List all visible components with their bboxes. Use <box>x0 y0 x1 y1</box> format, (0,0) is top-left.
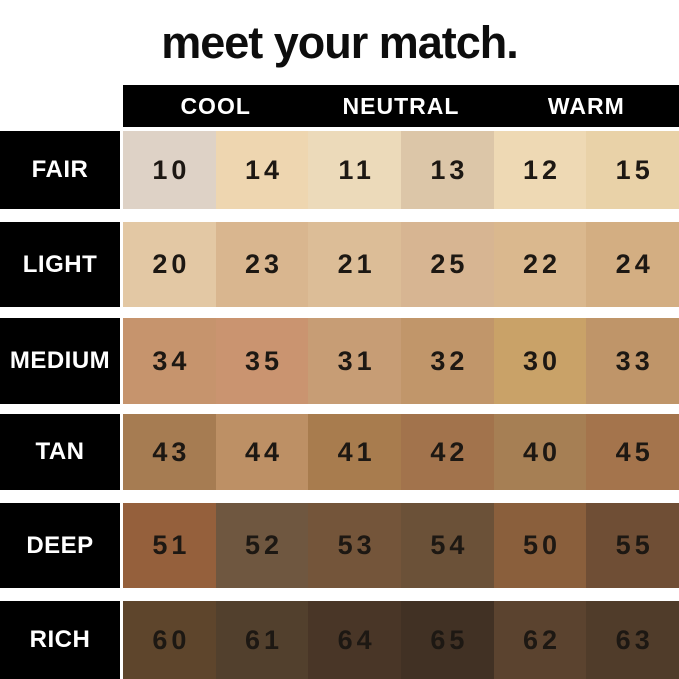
page-title: meet your match. <box>161 16 519 68</box>
header-neutral: NEUTRAL <box>342 92 460 119</box>
shade-swatch-32: 32 <box>401 318 494 404</box>
shade-swatch-45: 45 <box>586 414 679 490</box>
shade-row-light: LIGHT 20 23 21 25 22 24 <box>0 222 679 307</box>
shade-swatch-51: 51 <box>123 503 216 588</box>
shade-swatch-42: 42 <box>401 414 494 490</box>
shade-swatch-33: 33 <box>586 318 679 404</box>
shade-swatch-15: 15 <box>586 131 679 209</box>
shade-swatch-34: 34 <box>123 318 216 404</box>
shade-row-medium: MEDIUM 34 35 31 32 30 33 <box>0 318 679 404</box>
shade-swatch-11: 11 <box>308 131 402 209</box>
row-separator <box>120 414 123 490</box>
row-label-deep: DEEP <box>0 503 120 588</box>
shade-swatch-24: 24 <box>586 222 679 307</box>
shade-table-rows: FAIR 10 14 11 13 12 15 LIGHT 20 23 21 25 22 24 MEDIUM 3… <box>0 131 679 679</box>
shade-swatch-64: 64 <box>308 601 402 679</box>
row-label-medium: MEDIUM <box>0 318 120 404</box>
shade-row-tan: TAN 43 44 41 42 40 45 <box>0 414 679 490</box>
row-separator <box>120 131 123 209</box>
shade-swatch-41: 41 <box>308 414 402 490</box>
shade-swatch-61: 61 <box>215 601 309 679</box>
row-separator <box>120 503 123 588</box>
header-cool: COOL <box>180 92 251 119</box>
row-separator <box>120 601 123 679</box>
shade-swatch-65: 65 <box>401 601 494 679</box>
shade-swatch-44: 44 <box>215 414 309 490</box>
row-label-tan: TAN <box>0 414 120 490</box>
shade-swatch-55: 55 <box>586 503 679 588</box>
undertone-header-row: COOL NEUTRAL WARM <box>0 85 679 127</box>
shade-swatch-12: 12 <box>493 131 587 209</box>
undertone-header-bar: COOL NEUTRAL WARM <box>123 85 679 127</box>
row-label-fair: FAIR <box>0 131 120 209</box>
shade-swatch-25: 25 <box>401 222 494 307</box>
header-warm: WARM <box>547 92 625 119</box>
shade-swatch-20: 20 <box>123 222 216 307</box>
shade-swatch-60: 60 <box>123 601 216 679</box>
shade-swatch-31: 31 <box>308 318 402 404</box>
row-separator <box>120 318 123 404</box>
shade-swatch-21: 21 <box>308 222 402 307</box>
shade-row-deep: DEEP 51 52 53 54 50 55 <box>0 503 679 588</box>
shade-swatch-62: 62 <box>493 601 587 679</box>
shade-swatch-10: 10 <box>123 131 216 209</box>
shade-swatch-53: 53 <box>308 503 402 588</box>
shade-swatch-40: 40 <box>493 414 587 490</box>
shade-swatch-22: 22 <box>493 222 587 307</box>
shade-swatch-63: 63 <box>586 601 679 679</box>
row-separator <box>120 222 123 307</box>
shade-swatch-13: 13 <box>401 131 494 209</box>
shade-swatch-35: 35 <box>215 318 309 404</box>
shade-swatch-54: 54 <box>401 503 494 588</box>
shade-swatch-43: 43 <box>123 414 216 490</box>
shade-swatch-52: 52 <box>215 503 309 588</box>
row-label-rich: RICH <box>0 601 120 679</box>
shade-swatch-23: 23 <box>215 222 309 307</box>
shade-swatch-50: 50 <box>493 503 587 588</box>
shade-row-rich: RICH 60 61 64 65 62 63 <box>0 601 679 679</box>
header-spacer <box>0 85 123 127</box>
shade-row-fair: FAIR 10 14 11 13 12 15 <box>0 131 679 209</box>
row-label-light: LIGHT <box>0 222 120 307</box>
shade-swatch-30: 30 <box>493 318 587 404</box>
shade-swatch-14: 14 <box>215 131 309 209</box>
